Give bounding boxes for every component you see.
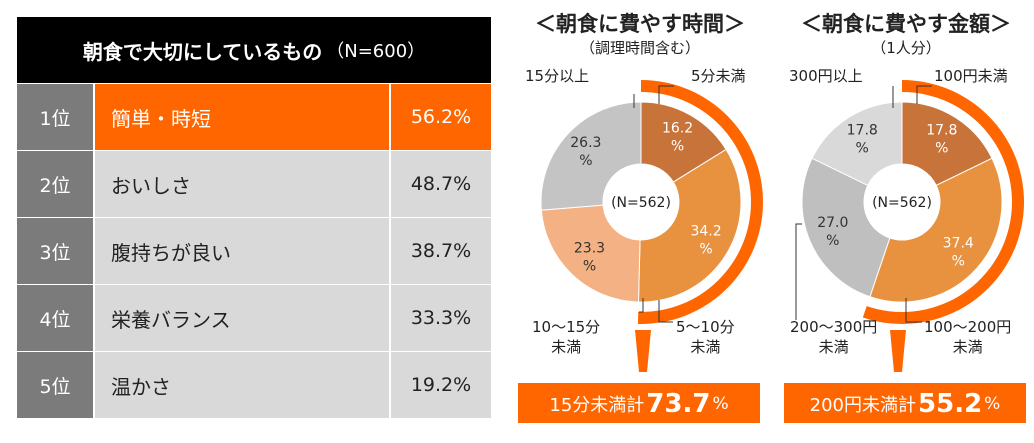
cost-total-box: 200円未満計 55.2 % (784, 383, 1026, 423)
rank-position: 5位 (17, 352, 95, 418)
cost-label-under-100: 100円未満 (934, 67, 1008, 85)
highlight-pointer (890, 330, 906, 372)
ranking-table: 朝食で大切にしているもの （N=600） 1位 簡単・時短 56.2% 2位 お… (17, 17, 491, 418)
time-total-box: 15分未満計 73.7 % (518, 383, 760, 423)
rank-value: 33.3% (391, 285, 491, 351)
donut-slice (540, 204, 641, 303)
rank-position: 3位 (17, 218, 95, 284)
donut-slice (637, 148, 742, 303)
leader-line (905, 298, 922, 323)
ranking-row: 5位 温かさ 19.2% (17, 351, 491, 418)
rank-value: 19.2% (391, 352, 491, 418)
time-label-15min-over: 15分以上 (525, 67, 590, 85)
leader-line (795, 223, 802, 320)
slice-label: 16.2% (662, 121, 693, 155)
ranking-n-label: （N=600） (326, 41, 426, 62)
ranking-title: 朝食で大切にしているもの (82, 39, 323, 64)
rank-value: 56.2% (391, 84, 491, 150)
rank-item: 腹持ちが良い (95, 218, 391, 284)
leader-line (658, 85, 674, 104)
time-label-10-15min: 10～15分 未満 (532, 318, 601, 356)
rank-item: おいしさ (95, 151, 391, 217)
rank-item: 温かさ (95, 352, 391, 418)
donut-slice (869, 157, 1003, 303)
ranking-row: 2位 おいしさ 48.7% (17, 150, 491, 217)
donut-slice (540, 101, 642, 211)
time-chart-subtitle: （調理時間含む） (579, 39, 700, 57)
cost-label-100-200: 100～200円 未満 (924, 318, 1012, 356)
slice-label: 17.8% (926, 122, 957, 156)
time-total-value: 73.7 (646, 389, 711, 419)
slice-label: 37.4% (943, 236, 974, 270)
time-chart-title: ＜朝食に費やす時間＞ (535, 12, 745, 36)
slice-label: 27.0% (817, 215, 848, 249)
rank-position: 2位 (17, 151, 95, 217)
ranking-row: 3位 腹持ちが良い 38.7% (17, 217, 491, 284)
time-label-5-10min: 5～10分 未満 (676, 318, 735, 356)
cost-label-300-over: 300円以上 (789, 67, 863, 85)
rank-value: 38.7% (391, 218, 491, 284)
cost-total-unit: % (984, 394, 1001, 414)
time-label-under-5min: 5分未満 (691, 67, 746, 85)
cost-donut-chart: 17.8 % 37.4 % 27.0 % 17.8 % (N=562) (801, 80, 1024, 324)
donut-slice (811, 101, 903, 187)
slice-label: 23.3% (574, 241, 605, 275)
cost-chart-subtitle: （1人分） (871, 39, 941, 57)
leader-line (639, 298, 644, 313)
cost-chart-title: ＜朝食に費やす金額＞ (801, 12, 1011, 36)
center-label: (N=562) (611, 195, 671, 211)
rank-position: 4位 (17, 285, 95, 351)
donut-slice (801, 157, 891, 298)
ranking-header: 朝食で大切にしているもの （N=600） (17, 17, 491, 83)
leader-line (916, 85, 932, 104)
time-total-unit: % (712, 394, 729, 414)
ranking-row: 4位 栄養バランス 33.3% (17, 284, 491, 351)
time-total-text: 15分未満計 (549, 395, 645, 416)
rank-position: 1位 (17, 84, 95, 150)
cost-label-200-300: 200～300円 未満 (790, 318, 878, 356)
donut-slice (901, 101, 993, 187)
rank-item: 簡単・時短 (95, 84, 391, 150)
cost-leader-lines (795, 85, 932, 372)
slice-label: 26.3% (570, 135, 601, 169)
highlight-pointer (635, 330, 651, 372)
slice-label: 34.2% (690, 223, 721, 257)
cost-total-text: 200円未満計 (809, 395, 917, 416)
rank-item: 栄養バランス (95, 285, 391, 351)
slice-label: 17.8% (847, 122, 878, 156)
cost-total-value: 55.2 (918, 389, 983, 419)
leader-line (658, 300, 673, 323)
center-label: (N=562) (872, 195, 932, 211)
time-leader-lines (633, 85, 674, 372)
time-donut-chart: 16.2 % 34.2 % 23.3 % 26.3 % (N=562) (540, 80, 764, 325)
rank-value: 48.7% (391, 151, 491, 217)
ranking-row: 1位 簡単・時短 56.2% (17, 83, 491, 150)
